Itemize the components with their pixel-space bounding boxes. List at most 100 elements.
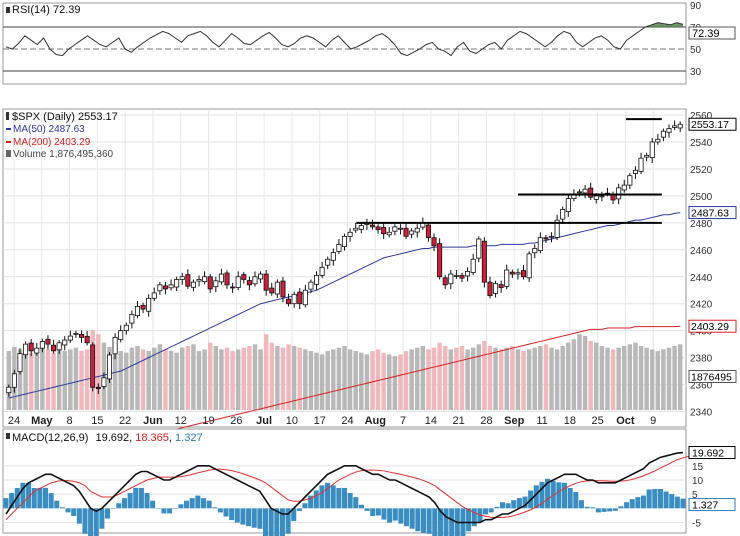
ma50-legend-text: MA(50) 2487.63 [13, 124, 85, 135]
date-tick: Jun [143, 415, 163, 427]
volume-bar [118, 351, 123, 410]
macd-histogram-bar [144, 493, 150, 509]
candle-body [62, 339, 68, 346]
candle-body [386, 231, 392, 236]
volume-bar [661, 349, 666, 410]
value-tag-text: 2487.63 [691, 208, 729, 220]
macd-histogram-bar [325, 482, 331, 509]
volume-bar [6, 351, 12, 410]
volume-bar [375, 349, 381, 410]
candle-body [140, 304, 146, 310]
macd-histogram-bar [212, 507, 218, 509]
volume-bar [28, 352, 34, 410]
volume-bar [364, 354, 370, 410]
rsi-overbought-fill [645, 22, 683, 27]
candle-body [655, 138, 661, 143]
volume-bar [510, 346, 515, 410]
candle-body [118, 330, 124, 340]
candle-body [638, 157, 644, 172]
candle-body [532, 248, 538, 254]
rsi-overbought-area [676, 22, 683, 27]
candle-body [414, 227, 420, 233]
macd-tag-text: 1.327 [692, 500, 718, 512]
date-tick: 14 [425, 415, 437, 427]
value-tag-text: 2553.17 [691, 119, 729, 131]
volume-bar [599, 346, 605, 410]
macd-histogram-bar [398, 508, 404, 524]
volume-bar [40, 347, 45, 410]
candle-body [548, 235, 555, 238]
volume-bar [638, 346, 644, 410]
macd-label-text: MACD(12,26,9) 19.692, 18.365, 1.327 [12, 432, 203, 444]
candle-body [560, 208, 566, 220]
candle-body [448, 273, 454, 285]
date-tick: 22 [119, 415, 131, 427]
macd-histogram-bar [392, 508, 398, 521]
macd-histogram-bar [71, 508, 77, 516]
candle-body [146, 297, 152, 312]
candle-body [649, 141, 655, 159]
macd-label-name: MACD(12,26,9) [12, 432, 88, 444]
volume-bar [247, 346, 252, 410]
macd-histogram-bar [618, 506, 624, 509]
volume-bar [180, 347, 185, 410]
volume-bar [219, 349, 224, 410]
volume-bar [331, 349, 336, 410]
volume-legend-text: Volume 1,876,495,360 [13, 149, 114, 160]
value-tag-box [688, 369, 737, 383]
volume-bar [174, 352, 179, 410]
candle-body [476, 238, 482, 259]
macd-histogram-bar [178, 504, 184, 509]
candle-body [341, 235, 348, 247]
volume-bar [616, 347, 621, 410]
ma50-line [8, 212, 681, 399]
volume-bar [241, 347, 247, 410]
candle-body [174, 279, 180, 288]
macd-panel-frame [2, 428, 687, 534]
horizontal-levels [356, 118, 662, 224]
volume-bar [291, 346, 297, 410]
candle-body [459, 275, 465, 279]
macd-histogram-bar [127, 493, 133, 509]
candle-body [196, 279, 202, 282]
rsi-overbought-area [651, 22, 658, 27]
volume-bar [308, 351, 314, 410]
price-tick-2480: 2480 [690, 219, 713, 230]
candle-body [672, 125, 678, 128]
volume-bar [582, 335, 588, 410]
date-tick: 24 [341, 415, 353, 427]
candle-body [554, 219, 560, 238]
volume-bar [594, 342, 599, 410]
rsi-label: RSI(14) 72.39 [6, 4, 80, 16]
candle-body [263, 273, 269, 291]
macd-histogram-bar [539, 481, 545, 509]
macd-histogram-bar [155, 508, 161, 509]
candle-body [51, 344, 57, 352]
candle-body [498, 284, 504, 288]
candle-body [509, 271, 515, 275]
candle-body [95, 386, 101, 390]
candle-body [274, 281, 280, 295]
macd-label: MACD(12,26,9) 19.692, 18.365, 1.327 [6, 432, 203, 444]
macd-histogram-bar [274, 508, 280, 536]
candle-body [358, 225, 364, 230]
price-legend: $SPX (Daily) 2553.17 MA(50) 2487.63 MA(2… [6, 111, 118, 160]
volume-bar [409, 349, 414, 410]
price-tick-2540: 2540 [690, 138, 713, 149]
macd-histogram-bar [471, 508, 477, 527]
volume-bar [426, 349, 431, 410]
macd-histogram-bar [646, 489, 652, 509]
date-tick: 9 [650, 415, 656, 427]
macd-histogram-bar [161, 508, 167, 514]
candle-body [218, 273, 224, 283]
macd-histogram-bar [42, 487, 49, 509]
candle-body [258, 273, 264, 280]
volume-bar [482, 340, 487, 410]
volume-bar [465, 349, 470, 410]
volume-bar [146, 351, 151, 410]
candle-body [515, 272, 521, 275]
macd-histogram-bar [65, 508, 71, 513]
volume-bar [62, 351, 67, 410]
candle-body [162, 285, 168, 290]
macd-histogram-bar [505, 503, 511, 509]
